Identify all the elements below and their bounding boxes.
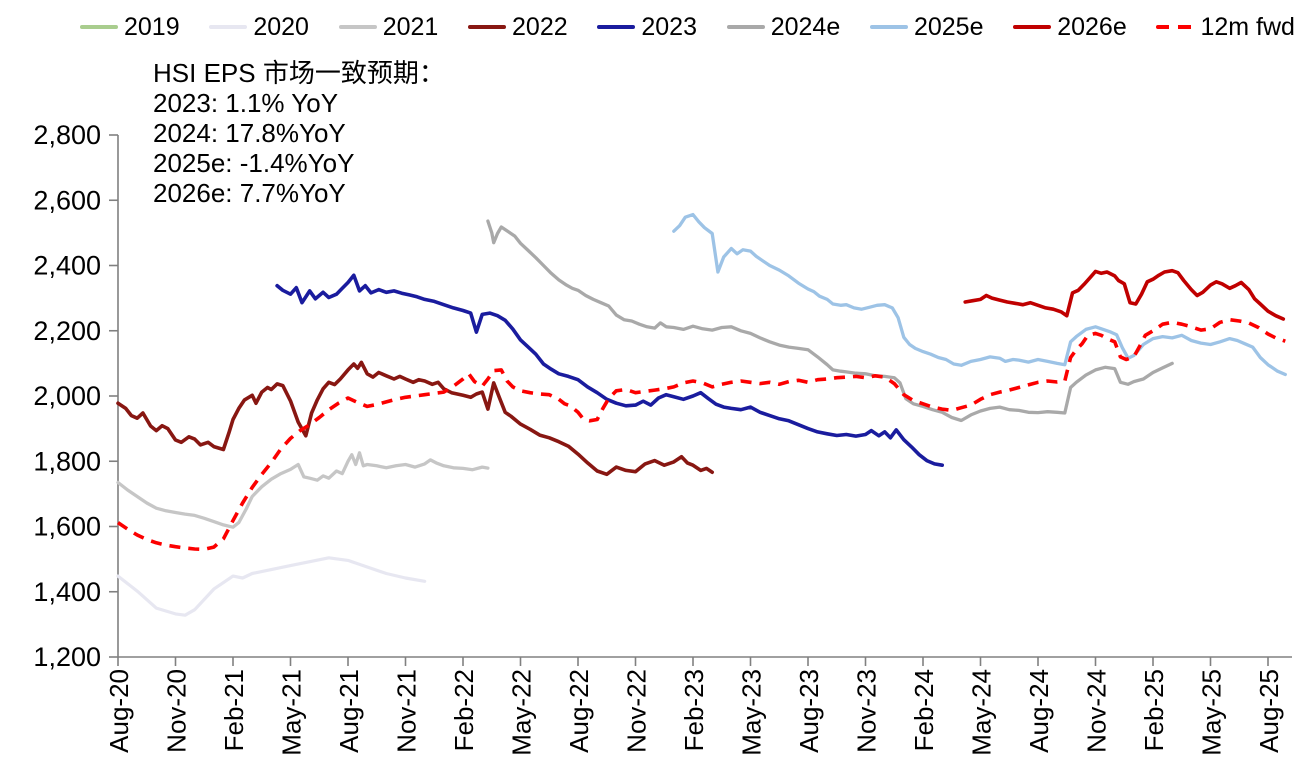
x-tick-label: Feb-25 <box>1139 669 1169 751</box>
legend-item-2020: 2020 <box>209 14 309 40</box>
legend-swatch-icon <box>726 25 765 29</box>
legend-item-2023: 2023 <box>597 14 697 40</box>
x-tick-label: Aug-22 <box>564 669 594 753</box>
legend-swatch-icon <box>597 25 636 29</box>
legend-swatch-icon <box>338 25 377 29</box>
legend-label: 2019 <box>124 13 180 41</box>
x-tick-label: May-24 <box>967 669 997 756</box>
x-tick-label: Aug-21 <box>334 669 364 753</box>
y-tick-label: 2,600 <box>33 185 101 215</box>
series-line-2021 <box>116 451 490 529</box>
legend-item-2025e: 2025e <box>869 13 984 41</box>
y-tick-label: 2,200 <box>33 316 101 346</box>
legend-item-2019: 2019 <box>80 14 180 40</box>
x-tick-label: Nov-24 <box>1082 669 1112 753</box>
legend-label: 12m fwd <box>1200 13 1295 41</box>
y-tick-label: 2,000 <box>33 381 101 411</box>
series-line-2026e <box>963 268 1286 321</box>
legend-swatch-icon <box>1013 25 1052 29</box>
legend-item-2022: 2022 <box>468 14 568 40</box>
legend-label: 2024e <box>770 13 841 41</box>
series-line-2023 <box>275 273 945 468</box>
legend-swatch-icon <box>468 25 507 29</box>
series-line-2025e <box>672 212 1287 377</box>
legend-label: 2020 <box>253 13 309 41</box>
x-tick-label: Feb-21 <box>219 669 249 751</box>
legend-swatch-icon <box>80 25 118 29</box>
legend-item-2024e: 2024e <box>726 13 841 41</box>
legend-item-2026e: 2026e <box>1013 14 1127 40</box>
annotation-title: HSI EPS 市场一致预期： <box>153 58 445 88</box>
y-tick-label: 1,400 <box>33 577 101 607</box>
x-tick-label: May-23 <box>737 669 767 756</box>
legend-item-12m-fwd: 12m fwd <box>1156 13 1295 41</box>
annotation-line-2025e: 2025e: -1.4%YoY <box>153 148 355 178</box>
legend-swatch-icon <box>869 25 908 29</box>
legend-label: 2022 <box>512 13 568 41</box>
legend-item-2021: 2021 <box>338 13 439 41</box>
legend-label: 2023 <box>641 13 697 41</box>
x-tick-label: May-21 <box>277 669 307 756</box>
x-tick-label: Aug-25 <box>1254 669 1284 753</box>
x-tick-label: Nov-22 <box>622 669 652 753</box>
annotation-line-2024: 2024: 17.8%YoY <box>153 118 346 148</box>
y-tick-label: 1,800 <box>33 446 101 476</box>
legend-label: 2026e <box>1057 13 1127 41</box>
x-tick-label: Feb-23 <box>679 669 709 751</box>
annotation-line-2026e: 2026e: 7.7%YoY <box>153 178 346 208</box>
x-tick-label: Feb-24 <box>909 669 939 751</box>
annotation-line-2023: 2023: 1.1% YoY <box>153 88 339 118</box>
y-tick-label: 2,800 <box>33 120 101 150</box>
series-line-2020 <box>116 556 427 617</box>
y-tick-label: 1,200 <box>33 642 101 672</box>
x-tick-label: Aug-20 <box>104 669 134 753</box>
x-tick-label: Aug-23 <box>794 669 824 753</box>
x-tick-label: Nov-21 <box>392 669 422 753</box>
y-tick-label: 2,400 <box>33 251 101 281</box>
x-tick-label: Nov-20 <box>162 669 192 753</box>
series-line-2022 <box>116 360 715 477</box>
x-tick-label: Nov-23 <box>852 669 882 753</box>
x-tick-label: May-22 <box>507 669 537 756</box>
legend-label: 2021 <box>382 13 439 41</box>
series-line-2024e <box>486 219 1174 423</box>
legend-swatch-icon <box>1156 25 1195 29</box>
y-tick-label: 1,600 <box>33 512 101 542</box>
x-tick-label: Aug-24 <box>1024 669 1054 753</box>
series-line-12m-fwd <box>116 317 1286 552</box>
chart-legend: 2019 2020 2021 2022 2023 2024e 2025e 2026e 12m f… <box>80 12 1295 42</box>
eps-consensus-annotation: HSI EPS 市场一致预期： 2023: 1.1% YoY 2024: 17.… <box>153 58 445 208</box>
x-tick-label: Feb-22 <box>449 669 479 751</box>
legend-swatch-icon <box>209 25 248 29</box>
x-tick-label: May-25 <box>1197 669 1227 756</box>
legend-label: 2025e <box>913 13 984 41</box>
